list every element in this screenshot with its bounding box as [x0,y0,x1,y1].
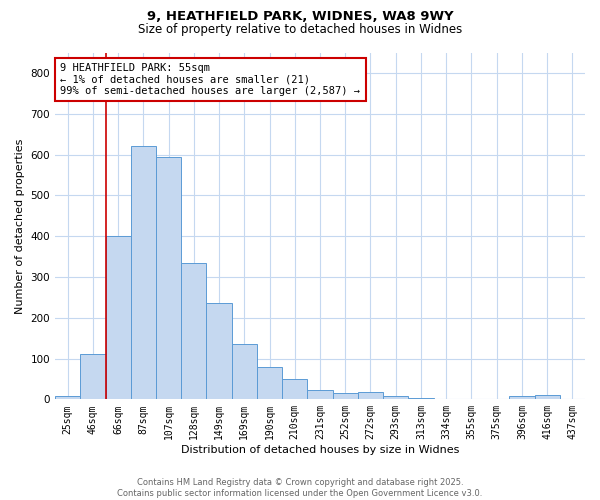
Text: Size of property relative to detached houses in Widnes: Size of property relative to detached ho… [138,22,462,36]
Bar [156,156,181,400]
Bar [131,146,156,400]
Bar [509,396,535,400]
Bar [206,304,232,400]
Bar [181,262,206,400]
Y-axis label: Number of detached properties: Number of detached properties [15,138,25,314]
Bar [55,396,80,400]
Bar [257,366,282,400]
Text: Contains HM Land Registry data © Crown copyright and database right 2025.
Contai: Contains HM Land Registry data © Crown c… [118,478,482,498]
Bar [332,393,358,400]
Bar [535,396,560,400]
Bar [307,390,332,400]
X-axis label: Distribution of detached houses by size in Widnes: Distribution of detached houses by size … [181,445,459,455]
Bar [232,344,257,400]
Bar [409,398,434,400]
Bar [383,396,409,400]
Text: 9 HEATHFIELD PARK: 55sqm
← 1% of detached houses are smaller (21)
99% of semi-de: 9 HEATHFIELD PARK: 55sqm ← 1% of detache… [61,63,361,96]
Bar [106,236,131,400]
Text: 9, HEATHFIELD PARK, WIDNES, WA8 9WY: 9, HEATHFIELD PARK, WIDNES, WA8 9WY [146,10,454,23]
Bar [80,354,106,400]
Bar [358,392,383,400]
Bar [282,379,307,400]
